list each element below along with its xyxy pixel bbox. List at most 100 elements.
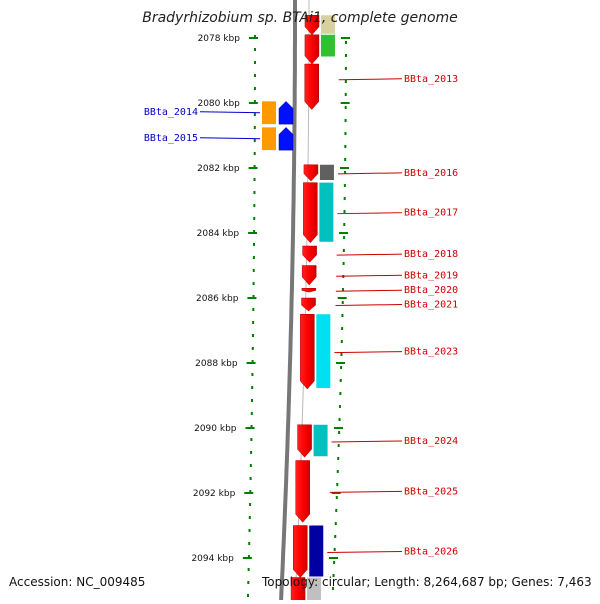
gene-leader-line: [336, 274, 403, 277]
ruler-dot: [251, 399, 254, 402]
ruler-label: 2092 kbp: [193, 489, 236, 499]
ruler-dot: [247, 555, 250, 558]
topology-text: Topology: circular; Length: 8,264,687 bp…: [262, 575, 592, 589]
ruler-dot: [252, 321, 255, 324]
forward-gene-arrow: [293, 525, 308, 578]
forward-gene-arrow: [295, 460, 310, 523]
ruler-dot: [252, 269, 255, 272]
ruler-dot-right: [344, 93, 347, 96]
ruler-dot: [252, 308, 255, 311]
ruler-dot: [253, 152, 256, 155]
ruler-dot: [251, 334, 254, 337]
ruler-dot-right: [338, 418, 341, 421]
ruler-label: 2088 kbp: [195, 359, 238, 369]
ruler-dot: [247, 568, 250, 571]
cog-category-box: [309, 525, 324, 577]
forward-gene-arrow: [290, 577, 306, 604]
ruler-tick-right: [337, 297, 347, 299]
ruler-dot: [248, 516, 251, 519]
ruler-dot-right: [340, 353, 343, 356]
ruler-dot-right: [335, 496, 338, 499]
gene-label: BBta_2021: [404, 300, 458, 311]
forward-gene-arrow: [304, 15, 320, 36]
ruler-dot: [253, 61, 256, 64]
ruler-label: 2078 kbp: [198, 34, 241, 44]
ruler-dot: [250, 438, 253, 441]
ruler-dot: [253, 165, 256, 168]
gene-leader-line: [337, 212, 403, 215]
ruler-dot: [251, 360, 254, 363]
ruler-dot: [250, 412, 253, 415]
gene-label: BBta_2016: [404, 168, 458, 179]
ruler-tick: [248, 167, 258, 169]
ruler-dot: [251, 373, 254, 376]
ruler-dot: [253, 48, 256, 51]
forward-gene-arrow: [303, 182, 318, 244]
ruler-tick: [247, 297, 257, 299]
ruler-tick-right: [334, 427, 344, 429]
ruler-label: 2094 kbp: [191, 554, 234, 564]
ruler-tick: [248, 232, 258, 234]
forward-gene-arrow: [304, 34, 320, 65]
gene-label: BBta_2024: [404, 436, 458, 447]
ruler-dot: [252, 282, 255, 285]
ruler-dot-right: [336, 470, 339, 473]
accession-text: Accession: NC_009485: [9, 575, 146, 589]
ruler-dot: [253, 243, 256, 246]
ruler-dot: [252, 256, 255, 259]
ruler-label: 2090 kbp: [194, 424, 237, 434]
gene-label: BBta_2023: [404, 347, 458, 358]
forward-gene-arrow: [303, 164, 319, 182]
reverse-gene-arrow: [278, 101, 294, 125]
cog-category-box: [319, 164, 334, 180]
ruler-dot: [249, 503, 252, 506]
ruler-dot: [253, 139, 256, 142]
ruler-dot-right: [338, 405, 341, 408]
ruler-dot-right: [339, 379, 342, 382]
forward-gene-arrow: [302, 245, 317, 263]
gene-leader-line: [335, 304, 403, 306]
forward-gene-arrow: [304, 63, 320, 110]
gene-label: BBta_2019: [404, 270, 458, 281]
ruler-dot: [253, 87, 256, 90]
ruler-dot: [253, 35, 256, 38]
ruler-dot-right: [343, 197, 346, 200]
ruler-dot-right: [334, 535, 337, 538]
ruler-dot-right: [337, 444, 340, 447]
ruler-tick-right: [339, 232, 349, 234]
gene-leader-line: [334, 351, 403, 354]
ruler-tick: [245, 427, 255, 429]
ruler-tick-right: [336, 362, 346, 364]
ruler-dot: [253, 74, 256, 77]
forward-gene-arrow: [301, 288, 317, 293]
ruler-dot-right: [344, 67, 347, 70]
gene-label: BBta_2026: [404, 547, 458, 558]
ruler-dot-right: [344, 54, 347, 57]
ruler-dot-right: [344, 106, 347, 109]
ruler-tick-right: [340, 167, 350, 169]
ruler-dot-right: [344, 119, 347, 122]
gene-leader-line: [331, 440, 403, 443]
forward-gene-arrow: [301, 265, 317, 286]
ruler-tick: [248, 102, 258, 104]
ruler-dot-right: [344, 41, 347, 44]
ruler-dot-right: [341, 314, 344, 317]
forward-gene-arrow: [300, 314, 315, 390]
gene-leader-line: [337, 172, 403, 175]
cog-category-box: [319, 182, 334, 242]
genome-title: Bradyrhizobium sp. BTAi1, complete genom…: [142, 10, 458, 26]
ruler-dot-right: [343, 223, 346, 226]
gene-label: BBta_2025: [404, 486, 458, 497]
ruler-dot: [249, 490, 252, 493]
ruler-dot-right: [340, 366, 343, 369]
ruler-dot-right: [344, 158, 347, 161]
cog-category-box: [313, 424, 328, 457]
ruler-dot-right: [343, 184, 346, 187]
ruler-dot: [253, 230, 256, 233]
cog-category-box: [262, 101, 276, 125]
gene-leader-line: [335, 289, 403, 292]
gene-label: BBta_2017: [404, 208, 458, 219]
ruler-dot: [250, 451, 253, 454]
ruler-dot-right: [333, 561, 336, 564]
